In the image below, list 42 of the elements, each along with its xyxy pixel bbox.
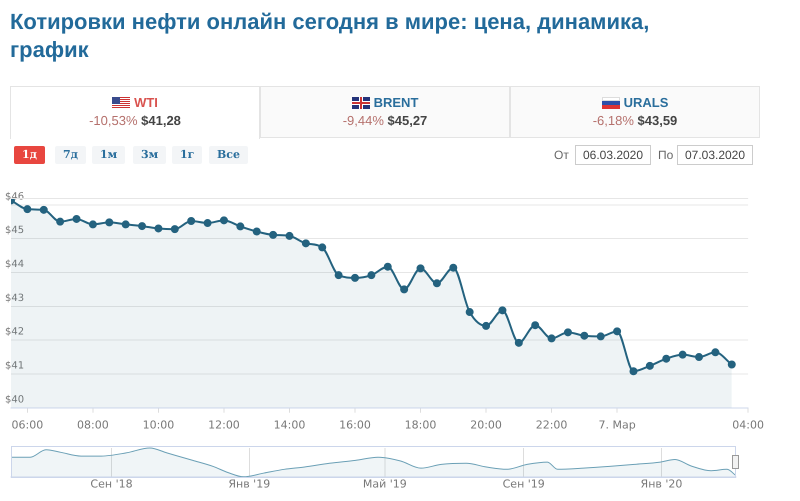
x-tick-label: Янв '20 xyxy=(640,477,682,490)
text: Все xyxy=(209,146,248,164)
text: -10,53% xyxy=(89,113,139,128)
x-tick-label: 06:00 xyxy=(12,418,44,432)
x-tick-label: 22:00 xyxy=(536,418,568,432)
text: -6,18% xyxy=(592,113,635,128)
text: $41,28 xyxy=(141,113,181,128)
x-tick-label: 10:00 xyxy=(142,418,174,432)
x-tick-label: 16:00 xyxy=(339,418,371,432)
text: WTI xyxy=(134,95,158,110)
y-tick-label: $45 xyxy=(5,225,24,236)
x-tick-label: 08:00 xyxy=(77,418,109,432)
text: BRENT xyxy=(374,95,418,110)
x-tick-label: 12:00 xyxy=(208,418,240,432)
x-tick-label: Янв '19 xyxy=(228,477,270,490)
text: -9,44% xyxy=(342,113,385,128)
text: $45,27 xyxy=(388,113,428,128)
x-tick-label: 20:00 xyxy=(470,418,502,432)
text: 7д xyxy=(55,146,86,164)
x-tick-label: 04:00 xyxy=(732,418,764,432)
text: 1д xyxy=(14,146,45,164)
y-tick-label: $43 xyxy=(5,292,24,304)
y-tick-label: $41 xyxy=(5,360,24,372)
text: 3м xyxy=(133,146,166,164)
x-tick-label: 14:00 xyxy=(274,418,306,432)
text: 07.03.2020 xyxy=(677,145,753,165)
x-tick-label: Сен '19 xyxy=(502,477,545,490)
chart-title: Котировки нефти онлайн сегодня в мире: цена, динамика, график xyxy=(10,8,650,64)
x-tick-label: Сен '18 xyxy=(90,477,133,490)
text: По xyxy=(658,148,674,162)
y-tick-label: $40 xyxy=(5,394,24,406)
x-tick-label: 18:00 xyxy=(404,418,436,432)
x-tick-label: 7. Мар xyxy=(598,418,636,432)
text: От xyxy=(554,148,569,162)
y-tick-label: $42 xyxy=(5,326,24,338)
text: URALS xyxy=(624,95,668,110)
text: 06.03.2020 xyxy=(575,145,651,165)
x-tick-label: Май '19 xyxy=(362,477,407,490)
y-tick-label: $44 xyxy=(5,259,24,270)
text: 1м xyxy=(92,146,126,164)
text: 1г xyxy=(172,146,202,164)
text: $43,59 xyxy=(638,113,678,128)
